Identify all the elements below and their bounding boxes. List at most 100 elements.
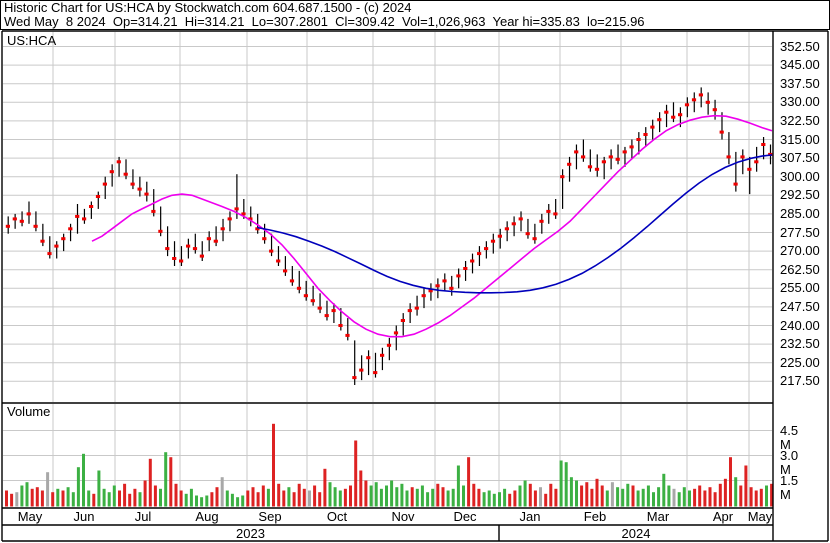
volume-bar <box>575 480 578 507</box>
close-tick <box>463 267 468 270</box>
volume-bar <box>770 483 774 507</box>
price-tick-label: 255.00 <box>780 280 820 296</box>
close-tick <box>470 259 475 263</box>
volume-bar <box>40 490 44 507</box>
volume-bar <box>292 492 296 507</box>
volume-bar <box>174 483 178 507</box>
volume-bar <box>215 487 219 507</box>
close-tick <box>553 212 558 216</box>
close-tick <box>380 353 385 357</box>
volume-bar <box>277 483 281 507</box>
close-tick <box>19 219 24 223</box>
volume-bar <box>498 492 501 507</box>
volume-bar <box>616 487 620 507</box>
volume-bar <box>369 485 373 507</box>
volume-bar <box>25 482 29 507</box>
volume-bar <box>405 490 409 507</box>
price-tick-label: 285.00 <box>780 205 820 221</box>
volume-bar <box>241 495 245 507</box>
volume-bar <box>236 497 240 507</box>
close-tick <box>407 309 412 313</box>
volume-bar <box>76 467 80 507</box>
volume-bar <box>379 488 383 507</box>
volume-bar <box>143 480 147 507</box>
close-tick <box>331 309 336 313</box>
volume-bar <box>5 490 8 507</box>
volume-bar <box>10 493 14 507</box>
close-tick <box>213 239 218 243</box>
volume-bar <box>272 423 275 507</box>
volume-bar <box>107 492 111 507</box>
close-tick <box>234 207 239 211</box>
close-tick <box>421 294 426 298</box>
volume-bar <box>698 485 702 507</box>
month-label: Apr <box>712 509 734 524</box>
ma-fast-line <box>91 114 773 338</box>
volume-bar <box>436 483 440 507</box>
volume-bar <box>51 492 55 507</box>
volume-bar <box>600 485 604 507</box>
price-tick-label: 345.00 <box>780 57 820 73</box>
close-tick <box>664 110 669 114</box>
close-tick <box>442 279 447 283</box>
volume-bar <box>508 493 512 507</box>
close-tick <box>373 371 378 375</box>
volume-bar <box>210 492 214 507</box>
volume-bar <box>734 477 738 507</box>
volume-bar <box>749 487 753 507</box>
month-label: Feb <box>583 509 607 524</box>
volume-bar <box>153 485 157 507</box>
volume-bar <box>559 460 563 507</box>
close-tick <box>296 286 302 290</box>
volume-bar <box>308 490 311 507</box>
close-tick <box>26 212 31 216</box>
close-tick <box>95 195 101 198</box>
close-tick <box>719 130 724 134</box>
volume-bar <box>118 490 121 507</box>
volume-bar <box>97 470 101 507</box>
month-label: Dec <box>453 509 477 524</box>
month-label: Mar <box>646 509 670 524</box>
close-tick <box>137 187 142 191</box>
close-tick <box>629 145 634 149</box>
volume-bar <box>446 490 450 507</box>
close-tick <box>691 98 697 102</box>
volume-bar <box>302 488 306 507</box>
volume-bar <box>56 488 60 507</box>
close-tick <box>54 244 59 248</box>
close-tick <box>449 286 454 290</box>
volume-bar <box>159 488 162 507</box>
volume-bar <box>646 485 650 507</box>
volume-bar <box>189 488 193 507</box>
volume-bar <box>179 490 183 507</box>
price-tick-label: 262.50 <box>780 261 820 277</box>
close-tick <box>560 175 565 179</box>
close-tick <box>574 150 579 154</box>
close-tick <box>206 237 211 241</box>
ma-slow-line <box>256 154 773 294</box>
volume-bar <box>431 488 435 507</box>
volume-bar <box>420 485 424 507</box>
close-tick <box>477 252 482 256</box>
volume-bar <box>765 485 768 507</box>
volume-bar <box>66 487 70 507</box>
close-tick <box>490 239 496 243</box>
close-tick <box>511 222 516 226</box>
volume-bar <box>528 483 532 507</box>
volume-bar <box>374 482 378 507</box>
volume-bar <box>415 488 419 507</box>
price-tick-label: 240.00 <box>780 317 820 333</box>
volume-bar <box>328 482 332 507</box>
close-tick <box>241 212 246 216</box>
volume-bar <box>92 493 96 507</box>
price-tick-label: 300.00 <box>780 168 820 184</box>
volume-bar <box>61 490 65 507</box>
close-tick <box>338 324 343 327</box>
close-tick <box>33 224 38 228</box>
volume-bar <box>518 485 522 507</box>
close-tick <box>130 182 135 186</box>
close-tick <box>615 157 620 161</box>
volume-bar <box>184 493 188 507</box>
